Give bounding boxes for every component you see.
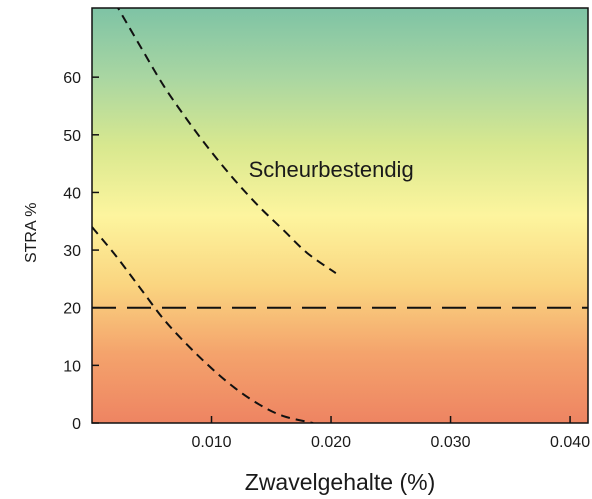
y-tick-label: 40 — [63, 185, 81, 202]
y-tick-label: 30 — [63, 243, 81, 260]
y-tick-label: 50 — [63, 128, 81, 145]
y-tick-label: 60 — [63, 70, 81, 87]
y-tick-label: 10 — [63, 358, 81, 375]
x-tick-label: 0.010 — [191, 434, 231, 451]
x-tick-label: 0.020 — [311, 434, 351, 451]
series-line-1 — [116, 8, 337, 274]
y-axis: 0 10 20 30 40 50 60 — [63, 70, 99, 433]
x-axis: 0.010 0.020 0.030 0.040 — [191, 416, 590, 451]
x-tick-label: 0.030 — [431, 434, 471, 451]
series-line-2 — [92, 226, 314, 423]
y-tick-label: 0 — [72, 416, 81, 433]
x-tick-label: 0.040 — [550, 434, 590, 451]
y-tick-label: 20 — [63, 301, 81, 318]
y-axis-title: STRA % — [23, 203, 40, 263]
plot-frame — [91, 7, 589, 424]
x-axis-title: Zwavelgehalte (%) — [245, 469, 435, 495]
plot-background — [92, 8, 588, 423]
annotation-layer: Scheurbestendig — [249, 157, 414, 182]
series-layer — [92, 8, 588, 423]
annotation-label: Scheurbestendig — [249, 157, 414, 182]
